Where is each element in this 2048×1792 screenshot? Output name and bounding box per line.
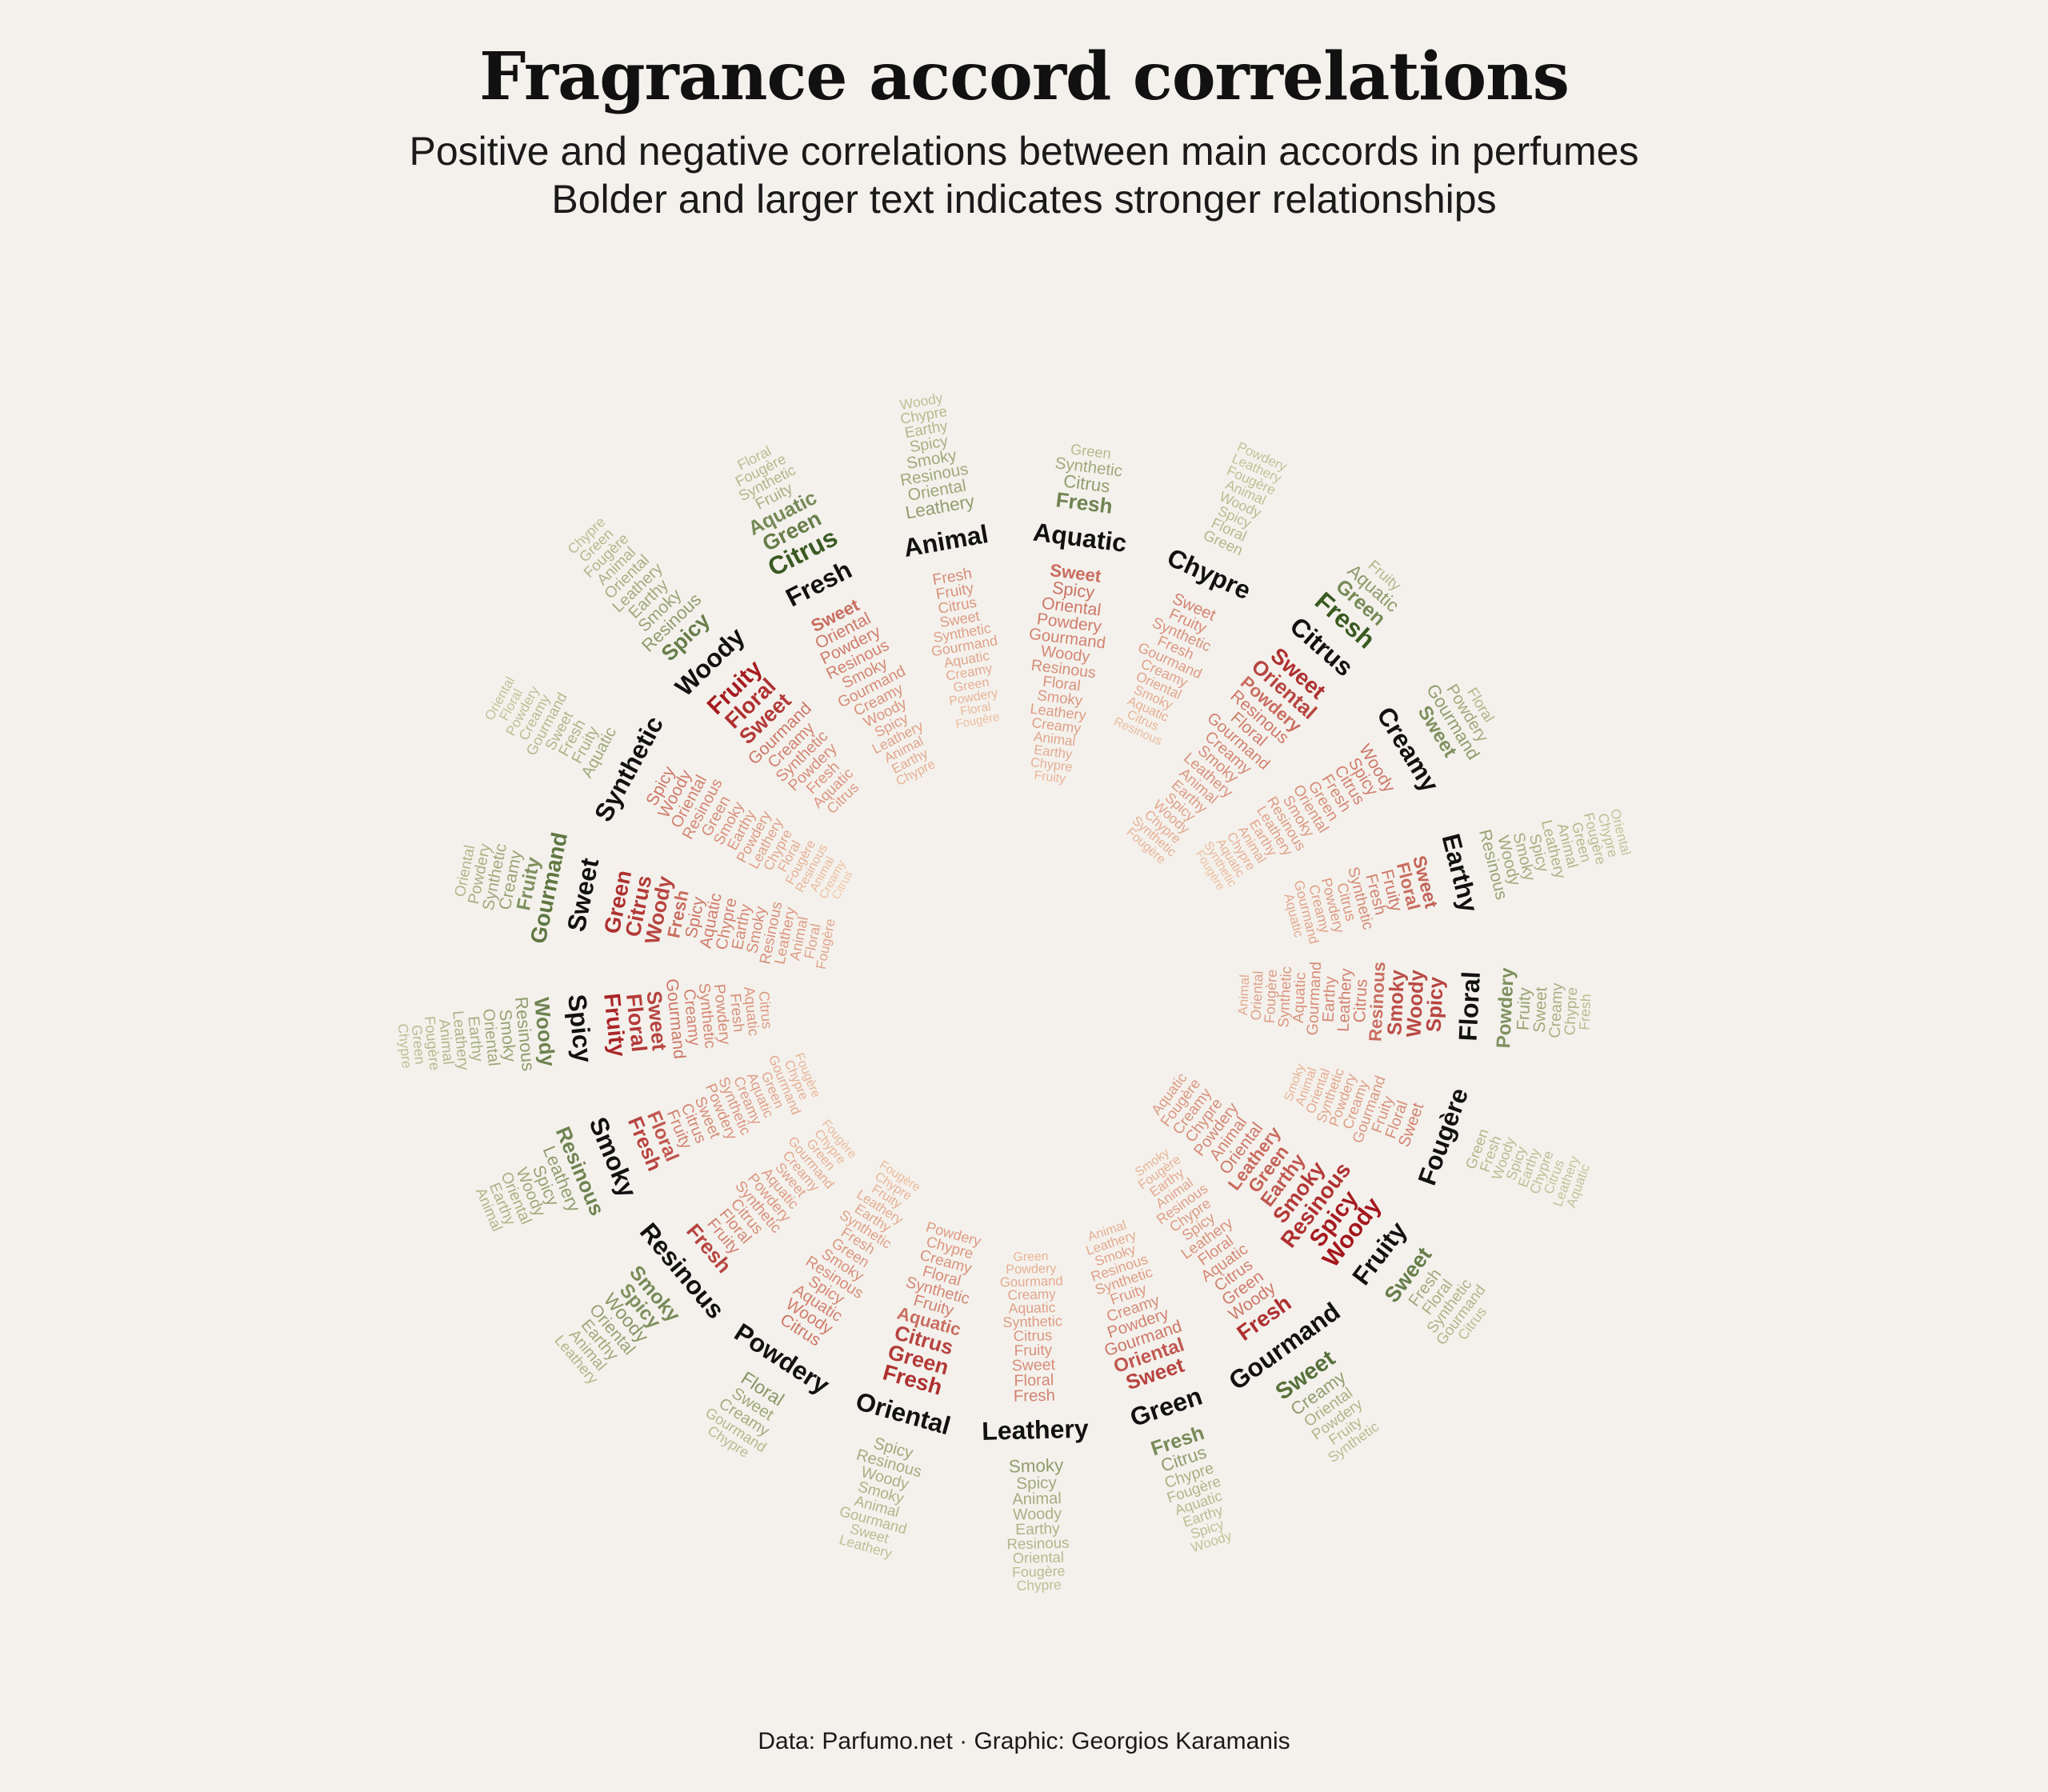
negative-word-leathery-10: Green xyxy=(1013,1250,1048,1264)
hub-label-aquatic: Aquatic xyxy=(1031,518,1128,558)
hub-label-spicy: Spicy xyxy=(562,993,598,1064)
chart-caption: Data: Parfumo.net · Graphic: Georgios Ka… xyxy=(0,1728,2048,1755)
hub-label-leathery: Leathery xyxy=(982,1414,1089,1446)
hub-label-sweet: Sweet xyxy=(562,855,605,934)
hub-label-animal: Animal xyxy=(902,519,990,562)
negative-word-aquatic-14: Fruity xyxy=(1034,769,1066,786)
negative-word-leathery-3: Fruity xyxy=(1014,1342,1053,1359)
hub-label-floral: Floral xyxy=(1454,970,1486,1042)
positive-word-spicy-9: Chypre xyxy=(395,1023,415,1070)
positive-word-floral-5: Fresh xyxy=(1576,994,1594,1030)
hub-label-fougère: Fougère xyxy=(1412,1084,1474,1189)
negative-word-floral-12: Animal xyxy=(1235,974,1253,1016)
hub-label-earthy: Earthy xyxy=(1436,830,1484,915)
positive-word-leathery-8: Chypre xyxy=(1016,1577,1062,1594)
